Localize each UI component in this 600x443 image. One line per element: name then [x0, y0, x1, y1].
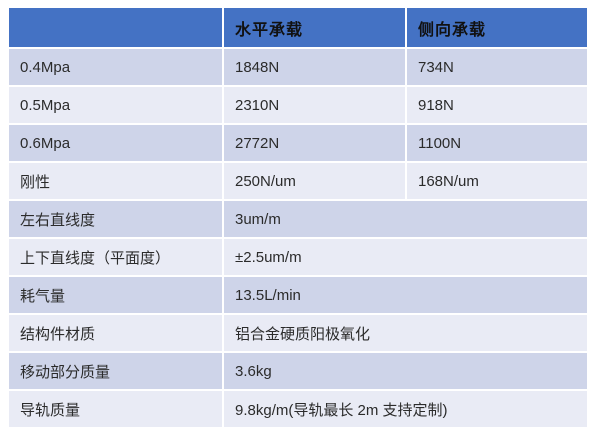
- row-horizontal-value-cell: 2772N: [224, 125, 405, 161]
- table-row: 导轨质量 9.8kg/m(导轨最长 2m 支持定制): [9, 391, 587, 427]
- table-row: 0.6Mpa 2772N 1100N: [9, 125, 587, 161]
- header-cell-horizontal-load: 水平承载: [224, 8, 405, 47]
- header-cell-empty: [9, 8, 222, 47]
- row-horizontal-value-cell: 1848N: [224, 49, 405, 85]
- row-horizontal-value-cell: 250N/um: [224, 163, 405, 199]
- table-row: 刚性 250N/um 168N/um: [9, 163, 587, 199]
- spec-table: 水平承载 侧向承载 0.4Mpa 1848N 734N 0.5Mpa 2310N 918N…: [7, 6, 589, 429]
- table-row: 左右直线度 3um/m: [9, 201, 587, 237]
- row-label-cell: 导轨质量: [9, 391, 222, 427]
- row-label-cell: 刚性: [9, 163, 222, 199]
- row-value-cell: ±2.5um/m: [224, 239, 587, 275]
- table-row: 移动部分质量 3.6kg: [9, 353, 587, 389]
- row-value-cell: 13.5L/min: [224, 277, 587, 313]
- row-label-cell: 左右直线度: [9, 201, 222, 237]
- row-value-cell: 3um/m: [224, 201, 587, 237]
- table-row: 耗气量 13.5L/min: [9, 277, 587, 313]
- row-lateral-value-cell: 1100N: [407, 125, 587, 161]
- row-label-cell: 移动部分质量: [9, 353, 222, 389]
- row-label-cell: 上下直线度（平面度）: [9, 239, 222, 275]
- table-row: 0.5Mpa 2310N 918N: [9, 87, 587, 123]
- table-row: 0.4Mpa 1848N 734N: [9, 49, 587, 85]
- row-value-cell: 9.8kg/m(导轨最长 2m 支持定制): [224, 391, 587, 427]
- table-row: 结构件材质 铝合金硬质阳极氧化: [9, 315, 587, 351]
- row-label-cell: 耗气量: [9, 277, 222, 313]
- row-label-cell: 0.5Mpa: [9, 87, 222, 123]
- row-lateral-value-cell: 918N: [407, 87, 587, 123]
- header-row: 水平承载 侧向承载: [9, 8, 587, 47]
- row-horizontal-value-cell: 2310N: [224, 87, 405, 123]
- row-label-cell: 结构件材质: [9, 315, 222, 351]
- spec-table-body: 0.4Mpa 1848N 734N 0.5Mpa 2310N 918N 0.6Mpa 2772…: [9, 49, 587, 427]
- table-row: 上下直线度（平面度） ±2.5um/m: [9, 239, 587, 275]
- row-lateral-value-cell: 734N: [407, 49, 587, 85]
- row-lateral-value-cell: 168N/um: [407, 163, 587, 199]
- row-label-cell: 0.4Mpa: [9, 49, 222, 85]
- row-value-cell: 铝合金硬质阳极氧化: [224, 315, 587, 351]
- row-value-cell: 3.6kg: [224, 353, 587, 389]
- row-label-cell: 0.6Mpa: [9, 125, 222, 161]
- header-cell-lateral-load: 侧向承载: [407, 8, 587, 47]
